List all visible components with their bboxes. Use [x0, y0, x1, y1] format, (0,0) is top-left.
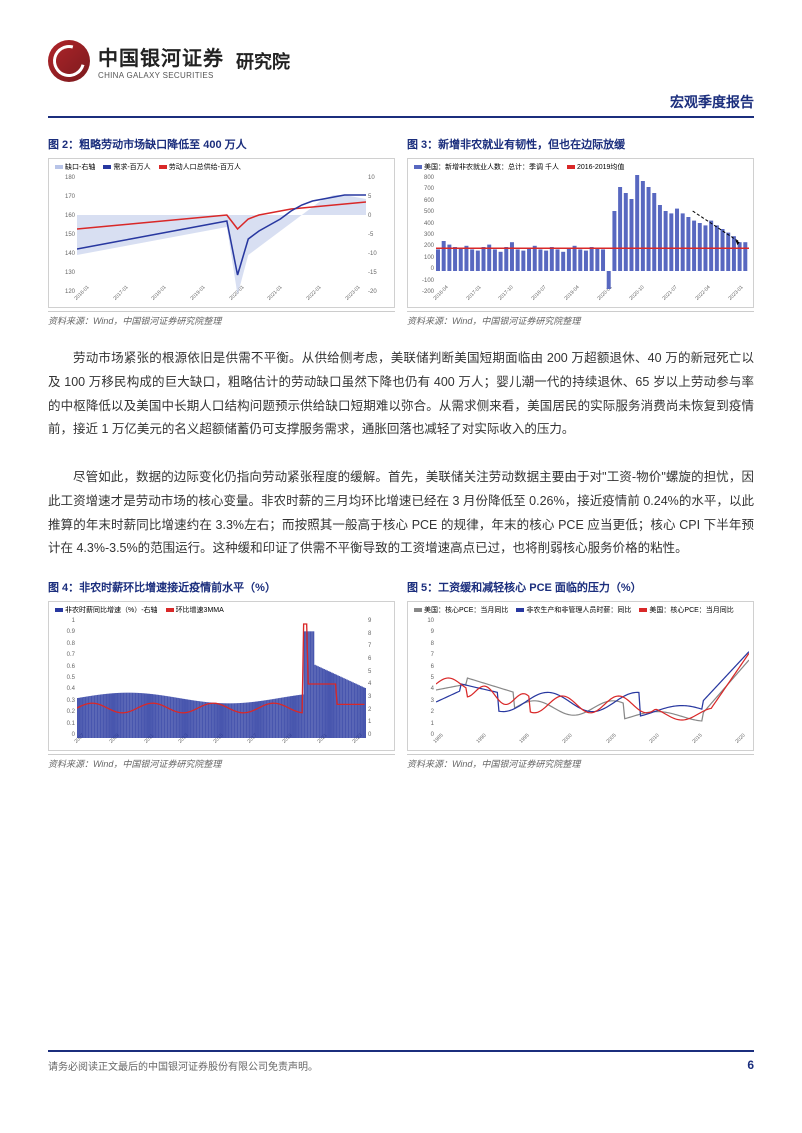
brand-block: 中国银河证券 CHINA GALAXY SECURITIES	[98, 42, 224, 80]
chart-row-2: 图 4：非农时薪环比增速接近疫情前水平（%） 非农时薪同比增速（%）-右轴环比增…	[48, 579, 754, 770]
paragraph-1: 劳动市场紧张的根源依旧是供需不平衡。从供给侧考虑，美联储判断美国短期面临由 20…	[48, 347, 754, 442]
chart-4-canvas: 非农时薪同比增速（%）-右轴环比增速3MMA10.90.80.70.60.50.…	[48, 601, 395, 751]
chart-2: 图 2：粗略劳动市场缺口降低至 400 万人 缺口-右轴需求-百万人劳动人口总供…	[48, 136, 395, 327]
chart-5-canvas: 美国：核心PCE：当月同比非农生产和非管理人员时薪：同比美国：核心PCE：当月同…	[407, 601, 754, 751]
chart-2-source: 资料来源：Wind，中国银河证券研究院整理	[48, 311, 395, 327]
brand-cn: 中国银河证券	[98, 42, 224, 71]
chart-4: 图 4：非农时薪环比增速接近疫情前水平（%） 非农时薪同比增速（%）-右轴环比增…	[48, 579, 395, 770]
chart-5: 图 5：工资缓和减轻核心 PCE 面临的压力（%） 美国：核心PCE：当月同比非…	[407, 579, 754, 770]
chart-2-canvas: 缺口-右轴需求-百万人劳动人口总供给-百万人180170160150140130…	[48, 158, 395, 308]
chart-4-source: 资料来源：Wind，中国银河证券研究院整理	[48, 754, 395, 770]
header: 中国银河证券 CHINA GALAXY SECURITIES 研究院	[48, 40, 754, 82]
company-logo	[48, 40, 90, 82]
paragraph-2: 尽管如此，数据的边际变化仍指向劳动紧张程度的缓解。首先，美联储关注劳动数据主要由…	[48, 466, 754, 561]
report-type: 宏观季度报告	[48, 92, 754, 112]
chart-5-source: 资料来源：Wind，中国银河证券研究院整理	[407, 754, 754, 770]
chart-3: 图 3：新增非农就业有韧性，但也在边际放缓 美国：新增非农就业人数：总计：季调 …	[407, 136, 754, 327]
chart-row-1: 图 2：粗略劳动市场缺口降低至 400 万人 缺口-右轴需求-百万人劳动人口总供…	[48, 136, 754, 327]
chart-4-title: 图 4：非农时薪环比增速接近疫情前水平（%）	[48, 579, 395, 595]
footer-rule	[48, 1050, 754, 1052]
disclaimer: 请务必阅读正文最后的中国银河证券股份有限公司免责声明。	[48, 1058, 318, 1073]
chart-2-title: 图 2：粗略劳动市场缺口降低至 400 万人	[48, 136, 395, 152]
institute-label: 研究院	[236, 48, 290, 74]
chart-3-source: 资料来源：Wind，中国银河证券研究院整理	[407, 311, 754, 327]
header-rule	[48, 116, 754, 118]
chart-3-title: 图 3：新增非农就业有韧性，但也在边际放缓	[407, 136, 754, 152]
chart-5-title: 图 5：工资缓和减轻核心 PCE 面临的压力（%）	[407, 579, 754, 595]
footer: 请务必阅读正文最后的中国银河证券股份有限公司免责声明。 6	[48, 1050, 754, 1073]
chart-3-canvas: 美国：新增非农就业人数：总计：季调 千人2016-2019均值800700600…	[407, 158, 754, 308]
brand-en: CHINA GALAXY SECURITIES	[98, 71, 224, 80]
page-number: 6	[747, 1058, 754, 1073]
